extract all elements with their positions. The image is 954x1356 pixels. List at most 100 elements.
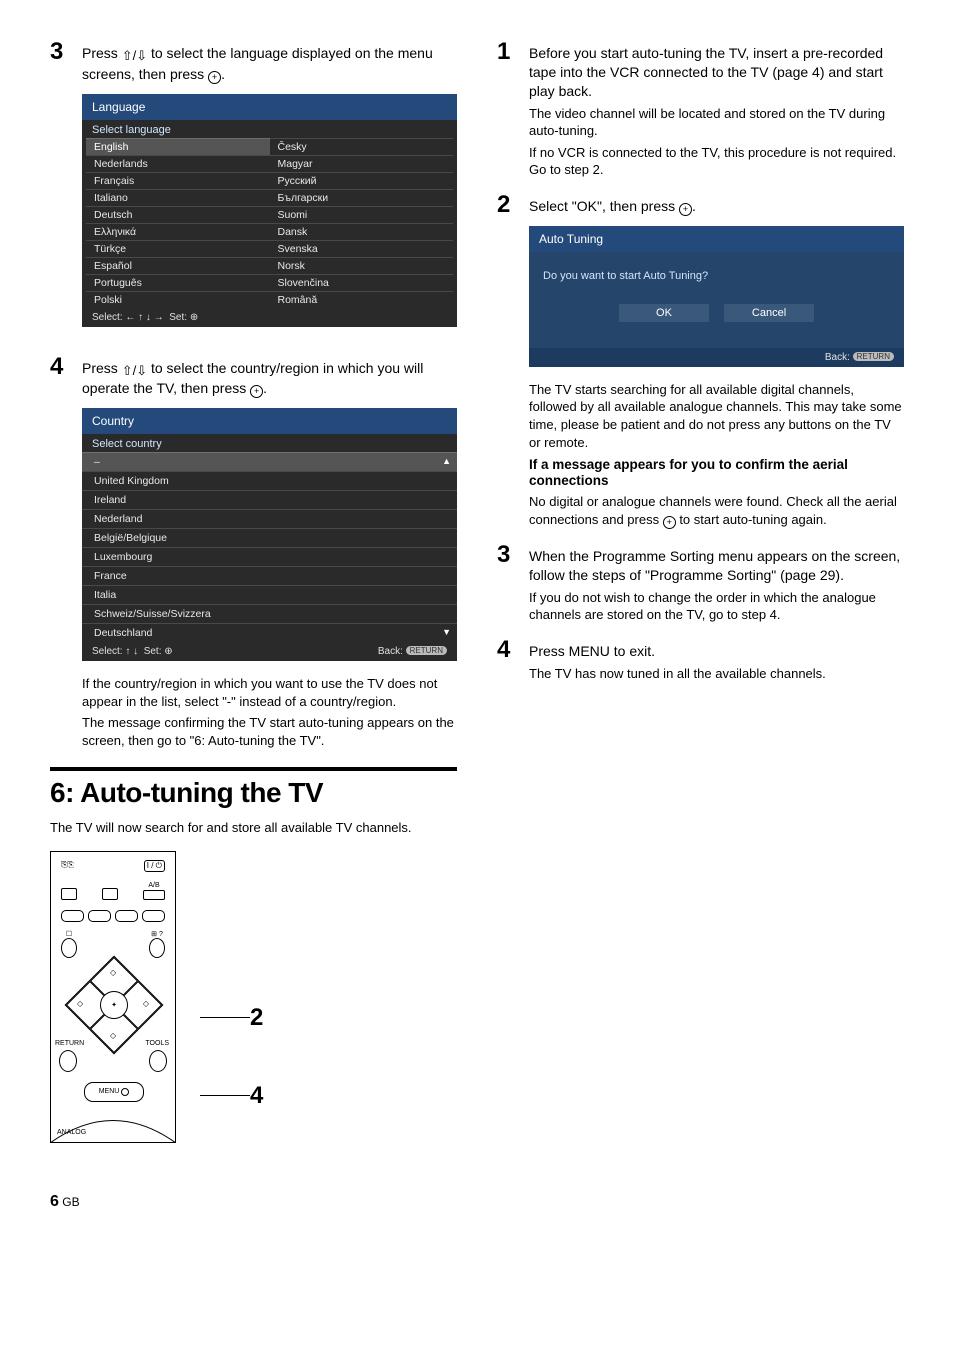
country-option[interactable]: Italia (82, 585, 457, 604)
menu-label: MENU (99, 1088, 120, 1095)
remote-body: ⎘⎘ I / ⏻ A/B ☐ (50, 851, 176, 1143)
step-4-right: 4 Press MENU to exit. The TV has now tun… (497, 638, 904, 682)
return-button (59, 1050, 77, 1072)
country-option[interactable]: België/Belgique (82, 528, 457, 547)
up-down-icon: ⇧/⇩ (122, 362, 147, 380)
aerial-heading: If a message appears for you to confirm … (529, 457, 904, 489)
language-option[interactable]: Svenska (270, 240, 454, 257)
footer-select: Select: ↑ ↓ Set: ⊕ (92, 646, 173, 657)
dpad: ✦ ◇ ◇ ◇ ◇ (79, 970, 147, 1038)
menu-button: MENU (84, 1082, 144, 1102)
language-option[interactable]: Deutsch (86, 206, 270, 223)
step-3-text: Press ⇧/⇩ to select the language display… (82, 44, 457, 84)
section-heading: 6: Auto-tuning the TV (50, 777, 457, 809)
language-option[interactable]: Русский (270, 172, 454, 189)
country-option[interactable]: Schweiz/Suisse/Svizzera (82, 604, 457, 623)
text: . (221, 66, 225, 82)
ok-button[interactable]: OK (619, 304, 709, 322)
aerial-note: No digital or analogue channels were fou… (529, 493, 904, 529)
text: Select: (92, 646, 123, 657)
language-option[interactable]: Español (86, 257, 270, 274)
language-option[interactable]: Česky (270, 138, 454, 155)
language-option[interactable]: Italiano (86, 189, 270, 206)
panel-title: Auto Tuning (529, 226, 904, 252)
auto-tuning-panel: Auto Tuning Do you want to start Auto Tu… (529, 226, 904, 367)
language-option[interactable]: Dansk (270, 223, 454, 240)
step-3-right: 3 When the Programme Sorting menu appear… (497, 543, 904, 624)
return-label: RETURN (55, 1040, 84, 1047)
country-panel: Country Select country –▲United KingdomI… (82, 408, 457, 661)
step-number: 1 (497, 40, 515, 179)
step-1-note2: If no VCR is connected to the TV, this p… (529, 144, 904, 179)
language-grid[interactable]: EnglishČeskyNederlandsMagyarFrançaisРусс… (82, 138, 457, 308)
step-1-note1: The video channel will be located and st… (529, 105, 904, 140)
page-region: GB (62, 1195, 79, 1209)
return-badge: RETURN (853, 352, 894, 361)
language-option[interactable]: Suomi (270, 206, 454, 223)
country-option[interactable]: –▲ (82, 452, 457, 471)
panel-footer: Select: ← ↑ ↓ → Set: ⊕ (82, 308, 457, 327)
text: . (692, 198, 696, 214)
language-option[interactable]: Română (270, 291, 454, 308)
language-option[interactable]: Slovenčina (270, 274, 454, 291)
enter-icon: + (663, 516, 676, 529)
text: Back: (825, 352, 850, 363)
enter-icon: + (250, 385, 263, 398)
step-number: 4 (50, 355, 68, 750)
language-option[interactable]: Português (86, 274, 270, 291)
text: Back: (378, 646, 403, 657)
step-2-main: Select "OK", then press +. (529, 197, 904, 216)
footer-back: Back: RETURN (378, 646, 447, 657)
language-option[interactable]: English (86, 138, 270, 155)
footer-back: Back: RETURN (825, 352, 894, 363)
step-2-right: 2 Select "OK", then press +. Auto Tuning… (497, 193, 904, 529)
remote-illustration: ⎘⎘ I / ⏻ A/B ☐ (50, 851, 457, 1143)
enter-icon: + (679, 203, 692, 216)
country-option[interactable]: Deutschland▼ (82, 623, 457, 642)
country-option[interactable]: United Kingdom (82, 471, 457, 490)
page-columns: 3 Press ⇧/⇩ to select the language displ… (50, 40, 904, 1143)
language-option[interactable]: Norsk (270, 257, 454, 274)
language-option[interactable]: Magyar (270, 155, 454, 172)
callout-stack: 2 4 (200, 884, 263, 1110)
text: Press (82, 45, 122, 61)
step-number: 2 (497, 193, 515, 529)
dpad-center: ✦ (100, 991, 128, 1019)
page-number: 6 (50, 1193, 59, 1210)
step-number: 3 (50, 40, 68, 341)
text: to start auto-tuning again. (676, 512, 827, 527)
country-option[interactable]: Nederland (82, 509, 457, 528)
language-option[interactable]: Français (86, 172, 270, 189)
text: Set: (169, 312, 187, 323)
language-option[interactable]: Polski (86, 291, 270, 308)
section-divider (50, 767, 457, 771)
text: Press (82, 360, 122, 376)
country-option[interactable]: France (82, 566, 457, 585)
country-note-1: If the country/region in which you want … (82, 675, 457, 710)
step-3r-main: When the Programme Sorting menu appears … (529, 547, 904, 585)
panel-title: Country (82, 408, 457, 434)
dialog-question: Do you want to start Auto Tuning? (543, 270, 890, 282)
dialog-body: Do you want to start Auto Tuning? OK Can… (529, 252, 904, 348)
text: . (263, 380, 267, 396)
tools-label: TOOLS (145, 1040, 169, 1047)
language-panel: Language Select language EnglishČeskyNed… (82, 94, 457, 327)
return-badge: RETURN (406, 646, 447, 655)
country-option[interactable]: Ireland (82, 490, 457, 509)
enter-icon: + (208, 71, 221, 84)
language-option[interactable]: Български (270, 189, 454, 206)
left-column: 3 Press ⇧/⇩ to select the language displ… (50, 40, 457, 1143)
step-number: 4 (497, 638, 515, 682)
language-option[interactable]: Türkçe (86, 240, 270, 257)
text: Select "OK", then press (529, 198, 679, 214)
text: Set: (144, 646, 162, 657)
country-option[interactable]: Luxembourg (82, 547, 457, 566)
up-down-icon: ⇧/⇩ (122, 47, 147, 65)
cancel-button[interactable]: Cancel (724, 304, 814, 322)
step-4r-note: The TV has now tuned in all the availabl… (529, 665, 904, 683)
panel-subtitle: Select language (82, 120, 457, 138)
country-list[interactable]: –▲United KingdomIrelandNederlandBelgië/B… (82, 452, 457, 642)
language-option[interactable]: Nederlands (86, 155, 270, 172)
language-option[interactable]: Ελληνικά (86, 223, 270, 240)
panel-footer: Select: ↑ ↓ Set: ⊕ Back: RETURN (82, 642, 457, 661)
